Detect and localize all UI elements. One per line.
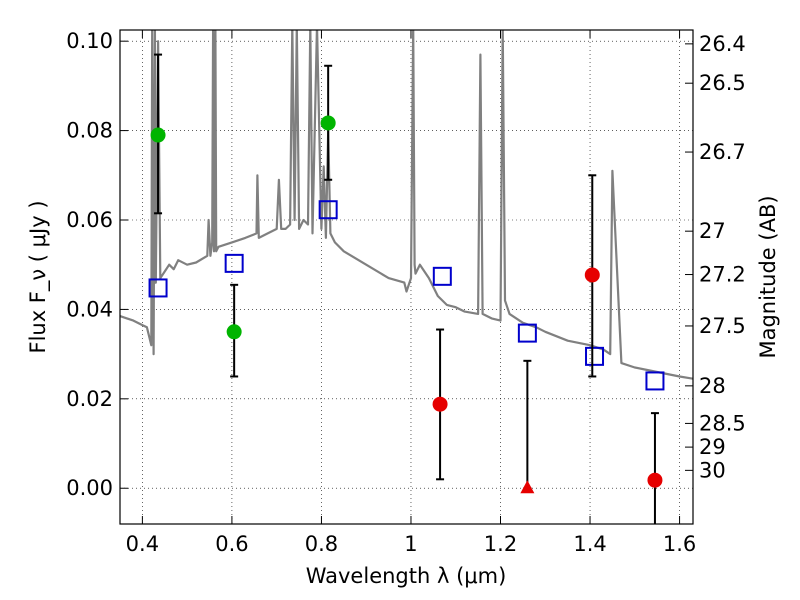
right-tick-label: 28.5 (699, 411, 746, 435)
right-tick-label: 26.5 (699, 71, 746, 95)
red-point (647, 472, 663, 488)
model-square (585, 346, 605, 366)
y-tick-label: 0.04 (66, 297, 113, 321)
data-layer (120, 30, 693, 524)
model-square (517, 323, 537, 343)
right-tick-label: 26.4 (699, 32, 746, 56)
upper-limit-triangle (520, 480, 535, 494)
model-square (148, 278, 168, 298)
plot-frame (119, 29, 694, 525)
model-square (432, 266, 452, 286)
y-right-axis-label: Magnitude (AB) (756, 195, 780, 358)
ticks: 0.4 0.6 0.8 1 1.2 1.4 1.6 0.00 0.02 0.04 0.06 0.08 0… (66, 29, 746, 556)
y-tick-label: 0.00 (66, 476, 113, 500)
right-tick-label: 26.7 (699, 140, 746, 164)
x-tick-label: 1.4 (573, 532, 606, 556)
model-square (224, 253, 244, 273)
x-tick-label: 1.2 (484, 532, 517, 556)
detection-point (320, 115, 336, 131)
y-tick-label: 0.10 (66, 29, 113, 53)
y-axis-label: Flux F_ν ( μJy ) (26, 200, 51, 353)
spectrum-line (120, 30, 693, 380)
right-tick-label: 27.5 (699, 314, 746, 338)
model-square (645, 371, 665, 391)
model-square (318, 200, 338, 220)
x-tick-label: 0.8 (305, 532, 338, 556)
right-tick-label: 30 (699, 458, 726, 482)
x-tick-label: 1.6 (663, 532, 696, 556)
y-tick-label: 0.08 (66, 119, 113, 143)
right-tick-label: 29 (699, 435, 726, 459)
red-point (432, 396, 448, 412)
right-tick-label: 27.2 (699, 263, 746, 287)
x-tick-label: 1 (404, 532, 417, 556)
x-tick-label: 0.4 (126, 532, 159, 556)
right-tick-label: 28 (699, 374, 726, 398)
x-axis-label: Wavelength λ (μm) (306, 564, 507, 588)
detection-point (226, 324, 242, 340)
detection-point (150, 127, 166, 143)
red-point (584, 267, 600, 283)
x-tick-label: 0.6 (215, 532, 248, 556)
y-tick-label: 0.02 (66, 387, 113, 411)
y-tick-label: 0.06 (66, 208, 113, 232)
grid (120, 30, 693, 524)
right-tick-label: 27 (699, 219, 726, 243)
